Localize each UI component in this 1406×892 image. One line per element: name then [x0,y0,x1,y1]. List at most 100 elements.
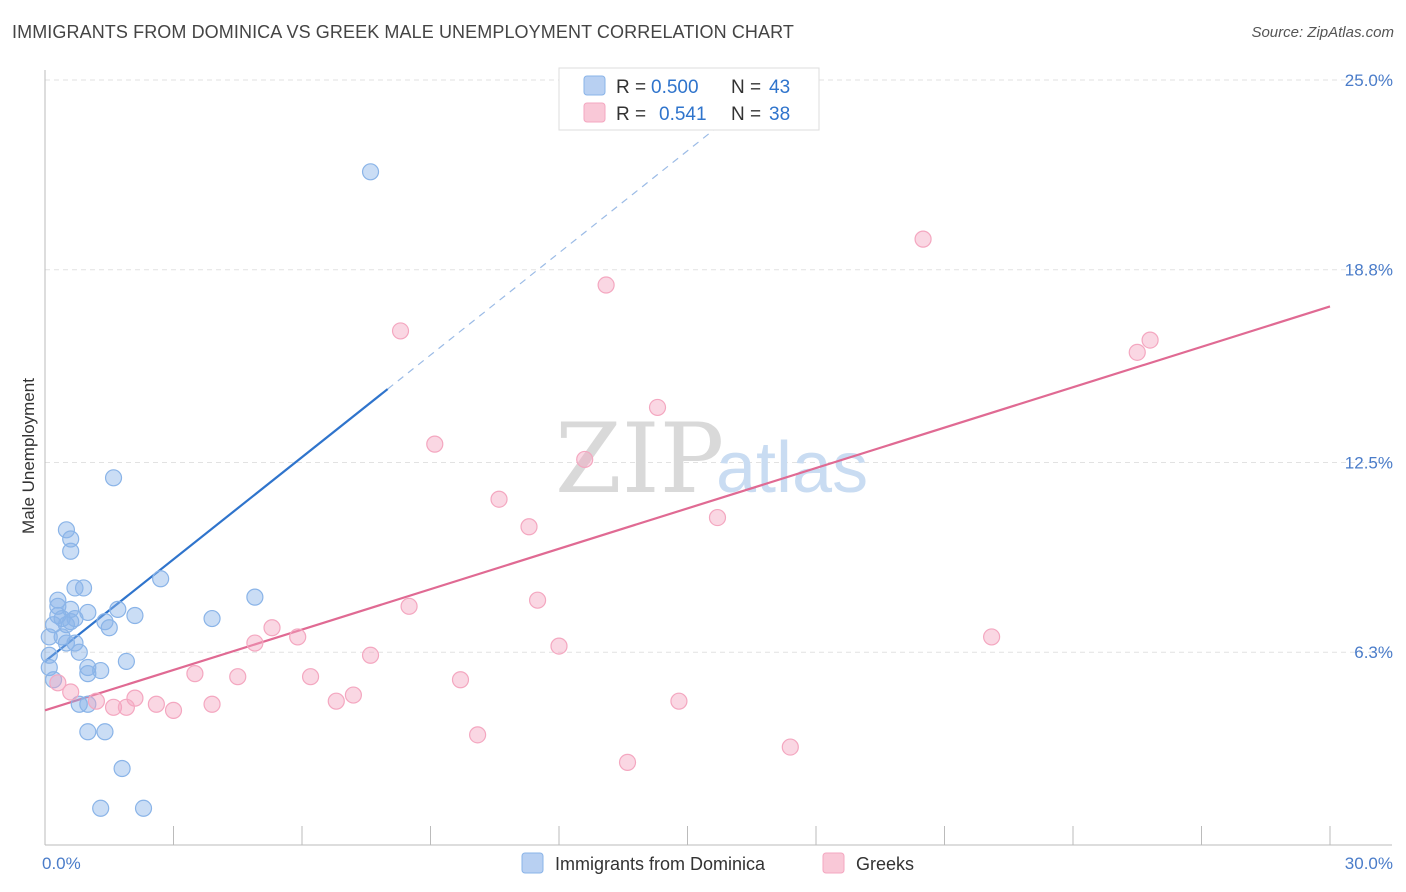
y-tick-label-2: 18.8% [1345,261,1393,280]
y-tick-label-3: 25.0% [1345,71,1393,90]
legend-n-label-1: N = [731,77,761,98]
series-1-point-28 [87,692,106,710]
series-1-point-36 [62,683,80,701]
series-1-point-25 [126,689,144,707]
series-0-point-19 [203,609,221,628]
bottom-legend-swatch-dominica [521,852,544,874]
series-1-point-23 [451,671,470,689]
series-1-point-15 [289,628,307,646]
series-1-point-1 [914,230,932,248]
series-1-point-32 [164,701,183,719]
series-0-point-8 [246,588,264,606]
series-1-point-35 [618,753,637,771]
series-1-point-2 [597,276,615,294]
trend-line-dominica [44,388,389,663]
series-1-point-30 [147,695,165,713]
chart-title: IMMIGRANTS FROM DOMINICA VS GREEK MALE U… [12,22,794,42]
series-1-point-11 [708,508,727,527]
legend-n-label-2: N = [731,104,761,125]
legend-r-label-1: R = [616,77,646,98]
series-0-point-14 [126,606,144,625]
x-tick-label-1: 30.0% [1345,854,1393,873]
series-0-point-28 [70,643,88,661]
series-1-point-16 [246,634,264,652]
bottom-legend-label-greeks: Greeks [856,854,914,874]
series-1-point-12 [528,591,547,609]
legend-swatch-greeks [583,102,606,123]
series-1-point-18 [550,637,568,655]
series-0-point-38 [79,723,97,741]
axes [44,70,1392,846]
legend-n-value-2: 38 [769,104,790,125]
series-1-point-13 [400,597,418,615]
series-0-point-5 [152,570,170,588]
bottom-legend-swatch-greeks [822,852,845,874]
series-0-point-18 [66,609,84,628]
series-1-point-34 [781,738,799,756]
tick-labels: 6.3% 12.5% 18.8% 25.0% 0.0% 30.0% [42,71,1393,873]
gridlines [45,79,1392,653]
series-1-point-24 [344,686,362,704]
legend-swatch-dominica [583,75,606,96]
series-1-point-14 [263,619,281,637]
series-0-point-30 [117,652,135,671]
series-0-point-34 [92,661,110,680]
series-1-point-10 [520,518,538,536]
series-1-point-8 [576,450,594,469]
trend-line-greeks [44,305,1331,712]
bottom-legend: Immigrants from Dominica Greeks [521,852,914,874]
series-1-point-21 [229,668,247,686]
top-legend: R = 0.500 N = 43 R = 0.541 N = 38 [558,67,820,131]
legend-r-value-2: 0.541 [659,104,707,125]
series-1-point-5 [391,322,410,340]
watermark-atlas: atlas [716,428,868,508]
series-1-point-0 [49,674,67,692]
series-1-point-26 [327,692,345,710]
series-0-point-3 [62,530,80,548]
series-1-points [49,230,1159,771]
series-1-point-9 [490,490,508,508]
series-0-point-29 [40,646,58,664]
series-0-point-41 [92,799,110,817]
series-0-point-24 [40,628,58,646]
watermark: ZIP atlas [555,403,868,515]
series-1-point-4 [1128,343,1146,361]
trend-line-dominica-extension [387,116,731,390]
series-1-point-33 [469,726,487,744]
series-1-point-37 [117,698,135,716]
legend-r-value-1: 0.500 [651,77,699,98]
series-0-point-2 [57,521,76,539]
series-0-point-13 [109,600,127,618]
series-1-point-20 [186,665,204,683]
series-1-point-22 [301,668,320,686]
series-0-point-32 [79,658,97,677]
y-tick-label-0: 6.3% [1354,643,1393,662]
series-0-point-1 [104,469,123,487]
chart-source: Source: ZipAtlas.com [1251,24,1394,41]
series-0-points [40,163,380,817]
series-0-point-33 [79,665,97,683]
series-1-point-19 [361,646,380,664]
watermark-zip: ZIP [555,403,724,515]
series-0-point-0 [361,163,380,181]
series-0-point-39 [96,723,114,741]
y-tick-label-1: 12.5% [1345,454,1393,473]
series-1-point-31 [203,695,221,713]
series-1-point-17 [983,628,1001,646]
y-axis-title: Male Unemployment [19,378,38,534]
series-1-point-7 [426,435,444,453]
data-points [40,163,1159,817]
trend-lines [44,116,1331,712]
series-0-point-42 [134,799,153,817]
legend-n-value-1: 43 [769,77,790,98]
bottom-legend-label-dominica: Immigrants from Dominica [555,854,766,874]
series-0-point-7 [74,579,93,597]
series-1-point-6 [648,398,667,417]
legend-r-label-2: R = [616,104,646,125]
series-1-point-3 [1141,331,1159,349]
series-0-point-27 [66,634,84,652]
series-1-point-27 [670,692,688,710]
series-0-point-40 [113,759,131,778]
x-tick-label-0: 0.0% [42,854,81,873]
